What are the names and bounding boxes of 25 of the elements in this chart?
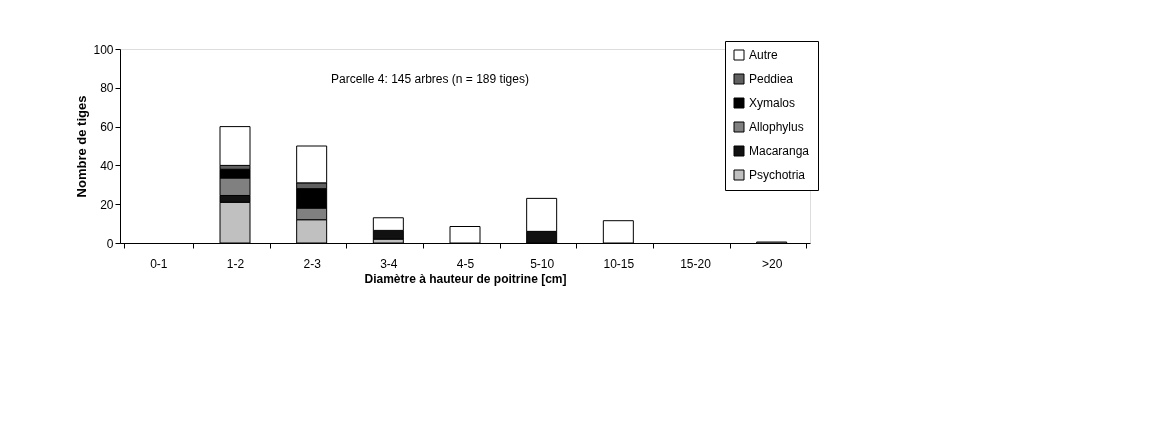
y-tick-label: 100	[93, 42, 114, 57]
bar	[219, 126, 251, 166]
y-tick-label: 40	[100, 158, 114, 173]
x-tick-label: 5-10	[530, 256, 555, 271]
x-tick-label: 2-3	[303, 256, 322, 271]
y-tick-label: 20	[100, 197, 114, 212]
x-tick-label: 3-4	[380, 256, 398, 271]
x-tick-label: 0-1	[150, 256, 168, 271]
y-tick-label: 60	[100, 120, 114, 135]
x-tick-label: 15-20	[680, 256, 712, 271]
y-tick-label: 80	[100, 81, 114, 96]
legend-label: Autre	[749, 48, 779, 62]
x-tick-label: 4-5	[456, 256, 475, 271]
x-tick-label: >20	[761, 256, 783, 271]
y-tick-label: 0	[106, 236, 114, 251]
annotation: Parcelle 4: 145 arbres (n = 189 tiges)	[331, 72, 529, 86]
x-axis-title: Diamètre à hauteur de poitrine [cm]	[364, 271, 567, 286]
legend-label: Peddiea	[749, 72, 794, 86]
legend-label: Macaranga	[749, 144, 810, 158]
legend-label: Xymalos	[749, 96, 796, 110]
x-tick-label: 10-15	[603, 256, 635, 271]
x-tick-label: 1-2	[226, 256, 245, 271]
legend-label: Allophylus	[749, 120, 804, 134]
y-axis-title: Nombre de tiges	[74, 95, 90, 198]
legend-label: Psychotria	[749, 168, 806, 182]
